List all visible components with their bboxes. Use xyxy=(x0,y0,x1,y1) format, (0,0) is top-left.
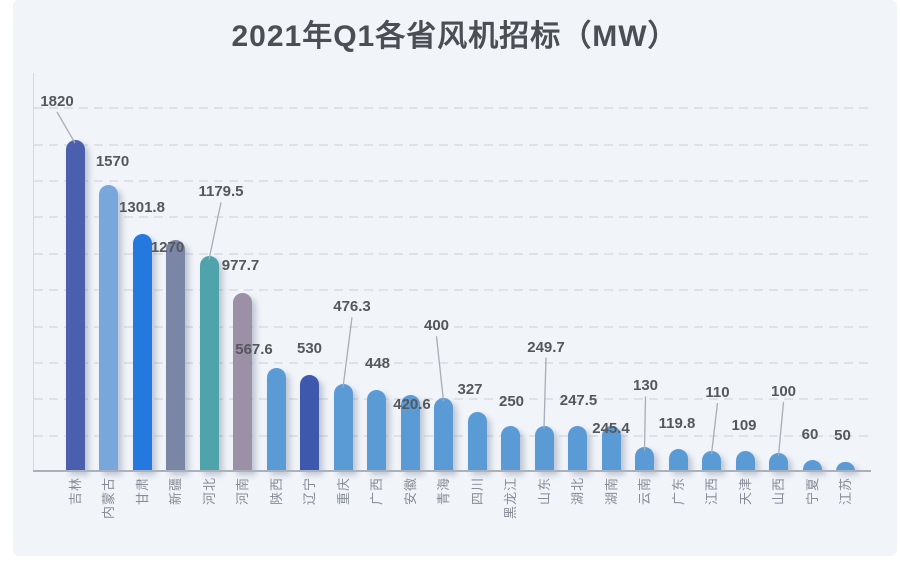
gridline-400 xyxy=(34,398,868,401)
bar-河南 xyxy=(233,293,252,471)
x-axis-label-甘肃: 甘肃 xyxy=(134,477,150,506)
value-label: 247.5 xyxy=(559,391,598,409)
x-axis-label-安徽: 安徽 xyxy=(402,477,418,506)
gridline-1200 xyxy=(34,252,868,255)
x-axis-label-青海: 青海 xyxy=(436,477,451,506)
x-axis-label-宁夏: 宁夏 xyxy=(804,477,820,506)
bar-四川 xyxy=(467,411,487,471)
value-label: 249.7 xyxy=(527,338,565,356)
x-axis-label-河南: 河南 xyxy=(235,477,250,506)
value-label: 60 xyxy=(801,426,819,444)
bar-宁夏 xyxy=(802,460,822,471)
bar-河北 xyxy=(199,256,219,471)
bar-重庆 xyxy=(333,384,353,471)
y-axis-line xyxy=(33,73,34,471)
bar-青海 xyxy=(434,398,453,471)
value-label: 977.7 xyxy=(221,257,260,275)
gridline-800 xyxy=(34,325,868,328)
bar-江苏 xyxy=(836,461,855,471)
x-axis-line xyxy=(33,470,871,472)
value-label: 327 xyxy=(457,380,483,398)
leader-line xyxy=(710,402,719,455)
x-axis-label-江苏: 江苏 xyxy=(838,477,853,506)
x-axis-label-天津: 天津 xyxy=(737,477,753,506)
bar-甘肃 xyxy=(132,234,152,471)
x-axis-label-重庆: 重庆 xyxy=(335,477,351,506)
value-label: 567.6 xyxy=(235,340,273,358)
bar-山西 xyxy=(769,452,788,471)
bar-天津 xyxy=(735,451,755,471)
x-axis-label-吉林: 吉林 xyxy=(67,477,83,506)
bar-内蒙古 xyxy=(99,185,118,471)
gridline-1600 xyxy=(34,180,868,182)
value-label: 448 xyxy=(364,354,391,372)
gridline-600 xyxy=(34,361,868,364)
value-label: 476.3 xyxy=(333,298,371,316)
value-label: 109 xyxy=(731,417,757,435)
bar-安徽 xyxy=(400,394,420,471)
value-label: 100 xyxy=(770,382,797,400)
leader-lines xyxy=(56,111,785,456)
value-label: 420.6 xyxy=(393,395,431,413)
leader-line xyxy=(543,357,547,429)
x-axis-label-河北: 河北 xyxy=(201,477,217,506)
leader-line xyxy=(56,111,76,144)
bar-吉林 xyxy=(65,139,85,471)
leader-line xyxy=(435,336,445,402)
value-label: 1179.5 xyxy=(198,183,244,201)
bar-湖北 xyxy=(568,425,587,471)
x-axis-label-内蒙古: 内蒙古 xyxy=(101,477,116,520)
bar-湖南 xyxy=(601,426,621,471)
x-axis-label-辽宁: 辽宁 xyxy=(302,477,317,506)
plot-area: 1820 1570 1301.8 1270 1179.5 977.7 567.6 530 476… xyxy=(13,0,897,556)
bar-江西 xyxy=(702,450,721,471)
value-label: 1270 xyxy=(150,239,185,257)
leader-line xyxy=(643,396,647,451)
chart-panel: 2021年Q1各省风机招标（MW） 1820 1570 1301.8 1270 1179… xyxy=(13,0,897,556)
gridline-1800 xyxy=(34,143,868,146)
x-axis-label-广西: 广西 xyxy=(369,477,384,506)
bar-广西 xyxy=(367,389,386,471)
gridline-1400 xyxy=(34,216,868,219)
x-axis-label-新疆: 新疆 xyxy=(168,477,183,506)
bar-黑龙江 xyxy=(501,425,520,471)
value-label: 1820 xyxy=(40,92,74,110)
leader-line xyxy=(777,401,785,456)
gridline-2000 xyxy=(34,107,868,110)
chart-title: 2021年Q1各省风机招标（MW） xyxy=(231,20,679,53)
bar-云南 xyxy=(635,447,654,471)
bar-广东 xyxy=(668,449,688,471)
x-axis-label-湖南: 湖南 xyxy=(603,477,619,506)
value-label: 400 xyxy=(423,317,450,335)
x-axis-label-江西: 江西 xyxy=(704,477,719,506)
x-axis-label-山东: 山东 xyxy=(536,477,552,506)
x-axis-label-云南: 云南 xyxy=(637,477,652,506)
value-label: 119.8 xyxy=(658,415,696,433)
value-label: 130 xyxy=(632,377,659,395)
leader-line xyxy=(208,202,222,260)
leader-line xyxy=(342,317,353,388)
value-label: 1570 xyxy=(95,153,130,171)
gridline-1000 xyxy=(34,289,868,292)
x-axis-label-四川: 四川 xyxy=(469,477,485,506)
x-axis-label-黑龙江: 黑龙江 xyxy=(503,477,518,520)
x-axis-label-湖北: 湖北 xyxy=(570,477,585,506)
bar-新疆 xyxy=(166,240,185,471)
x-axis-label-广东: 广东 xyxy=(670,477,686,506)
bar-山东 xyxy=(534,425,554,471)
value-label: 110 xyxy=(705,383,730,401)
x-axis-label-山西: 山西 xyxy=(771,477,786,506)
value-label: 1301.8 xyxy=(119,199,165,217)
bar-陕西 xyxy=(266,367,286,471)
value-label: 530 xyxy=(296,339,323,357)
value-label: 250 xyxy=(498,392,525,410)
value-label: 245.4 xyxy=(592,420,630,438)
bar-辽宁 xyxy=(300,374,319,471)
value-label: 50 xyxy=(834,426,851,444)
x-axis-label-陕西: 陕西 xyxy=(268,477,284,506)
